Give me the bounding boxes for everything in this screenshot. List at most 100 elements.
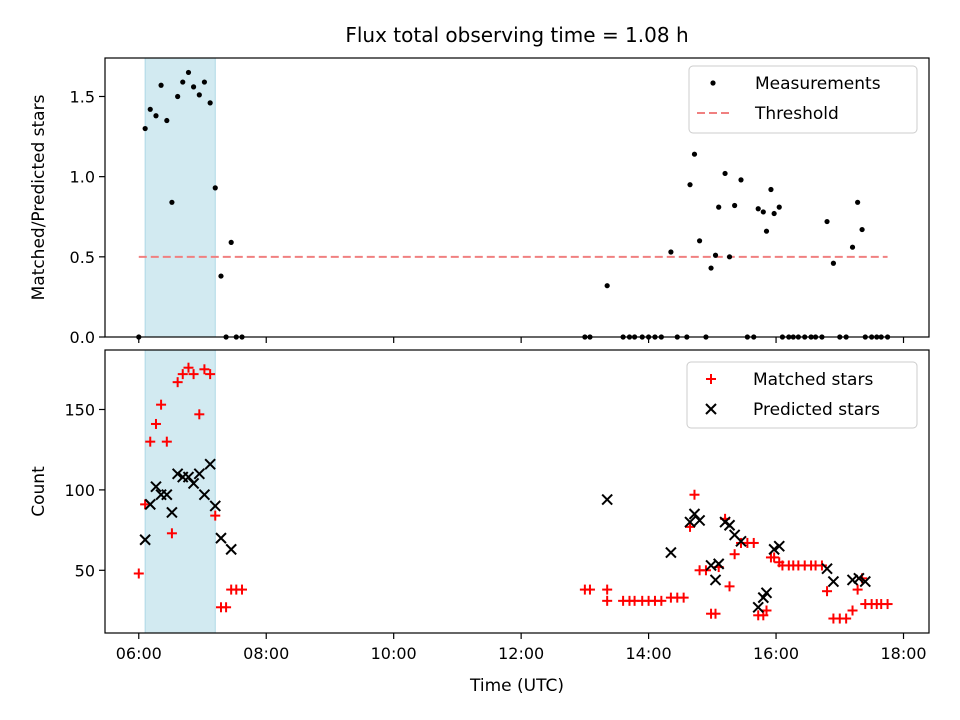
point-measurement	[776, 204, 782, 210]
point-predicted	[225, 543, 237, 556]
point-matched	[822, 586, 833, 597]
legend-marker-x	[705, 403, 717, 415]
legend-label: Measurements	[755, 74, 881, 94]
point-measurement	[218, 273, 224, 279]
point-measurement	[768, 186, 774, 193]
point-measurement	[691, 151, 698, 157]
point-matched	[194, 409, 205, 420]
point-measurement	[849, 244, 856, 250]
point-matched	[689, 489, 700, 500]
point-measurement	[207, 100, 213, 106]
point-measurement	[716, 204, 722, 210]
y-tick-label: 100	[64, 481, 95, 500]
point-predicted	[752, 601, 764, 613]
point-predicted	[198, 489, 211, 501]
point-matched	[166, 528, 177, 539]
point-measurement	[142, 125, 148, 132]
point-measurement	[153, 113, 159, 119]
point-predicted	[601, 493, 613, 506]
point-predicted	[821, 562, 833, 575]
point-predicted	[709, 574, 722, 586]
point-measurement	[147, 106, 153, 112]
point-measurement	[201, 79, 208, 85]
point-measurement	[212, 185, 218, 191]
x-tick-label: 18:00	[880, 644, 926, 663]
legend: Matched stars Predicted stars	[686, 361, 918, 429]
point-predicted	[209, 500, 221, 512]
point-measurement	[859, 226, 865, 233]
point-measurement	[604, 283, 610, 289]
y-axis-label: Count	[29, 466, 49, 517]
point-measurement	[668, 249, 674, 255]
point-predicted	[768, 543, 780, 556]
point-predicted	[773, 540, 785, 552]
point-predicted	[853, 572, 865, 585]
point-predicted	[735, 535, 747, 548]
point-matched	[183, 362, 194, 373]
point-matched	[172, 377, 183, 388]
point-predicted	[144, 498, 156, 511]
point-measurement	[771, 210, 777, 217]
point-measurement	[763, 228, 770, 234]
point-predicted	[161, 489, 173, 501]
point-matched	[656, 595, 667, 606]
point-measurement	[708, 265, 714, 271]
point-measurement	[185, 69, 192, 76]
y-tick-label: 1.0	[70, 168, 95, 187]
bottom-panel-counts: 50 100 150 06:00 08:00 10:00 12:00 14:00 16:00 18…	[29, 349, 930, 696]
point-matched	[156, 399, 167, 410]
x-tick-label: 12:00	[498, 644, 544, 663]
point-matched	[685, 521, 696, 532]
legend: Measurements Threshold	[688, 65, 918, 134]
point-matched	[237, 584, 248, 595]
point-matched	[710, 608, 721, 619]
point-matched	[882, 599, 893, 610]
axes-frame	[104, 349, 930, 634]
legend-marker-dot	[710, 80, 716, 86]
point-measurement	[164, 117, 170, 124]
point-predicted	[723, 519, 736, 531]
point-matched	[761, 605, 772, 616]
point-measurement	[755, 206, 761, 212]
y-tick-label: 0.5	[70, 248, 95, 267]
point-predicted	[139, 534, 151, 546]
point-measurement	[180, 79, 186, 85]
point-predicted	[150, 480, 162, 493]
point-measurement	[190, 84, 197, 90]
point-matched	[150, 418, 161, 429]
point-measurement	[760, 209, 766, 215]
point-measurement	[228, 239, 234, 245]
point-matched	[145, 436, 156, 447]
point-predicted	[693, 514, 706, 527]
point-matched	[724, 581, 735, 592]
point-predicted	[684, 516, 696, 528]
axes-frame	[104, 57, 930, 338]
point-predicted	[827, 575, 840, 588]
point-measurement	[196, 92, 202, 98]
point-predicted	[193, 468, 206, 480]
point-matched	[602, 595, 613, 606]
shaded-interval	[144, 349, 216, 634]
point-matched	[161, 436, 172, 447]
point-matched	[847, 605, 858, 616]
legend-box	[688, 65, 918, 134]
point-matched	[602, 584, 613, 595]
point-matched	[841, 613, 852, 624]
point-matched	[133, 568, 144, 579]
y-tick-label: 1.5	[70, 87, 95, 106]
point-measurement	[738, 177, 744, 183]
point-measurement	[158, 82, 164, 88]
point-matched	[769, 552, 780, 563]
point-matched	[210, 510, 221, 521]
point-measurement	[696, 238, 703, 244]
y-tick-label: 50	[75, 561, 95, 580]
point-measurement	[687, 182, 693, 188]
x-axis-label: Time (UTC)	[469, 676, 564, 696]
point-measurement	[712, 252, 719, 258]
point-matched	[678, 592, 689, 603]
point-matched	[205, 369, 216, 380]
point-predicted	[665, 546, 677, 559]
x-tick-label: 16:00	[753, 644, 799, 663]
legend-label: Predicted stars	[753, 400, 880, 420]
x-tick-label: 10:00	[371, 644, 417, 663]
